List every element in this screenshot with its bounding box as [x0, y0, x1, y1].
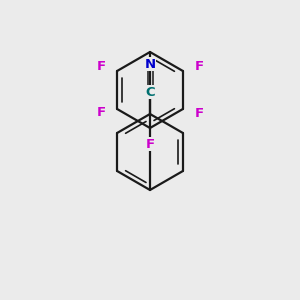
Text: F: F: [97, 61, 106, 74]
Text: F: F: [194, 106, 203, 119]
Text: F: F: [194, 61, 203, 74]
Text: N: N: [144, 58, 156, 70]
Text: F: F: [97, 106, 106, 119]
Text: C: C: [145, 85, 155, 98]
Text: F: F: [146, 137, 154, 151]
